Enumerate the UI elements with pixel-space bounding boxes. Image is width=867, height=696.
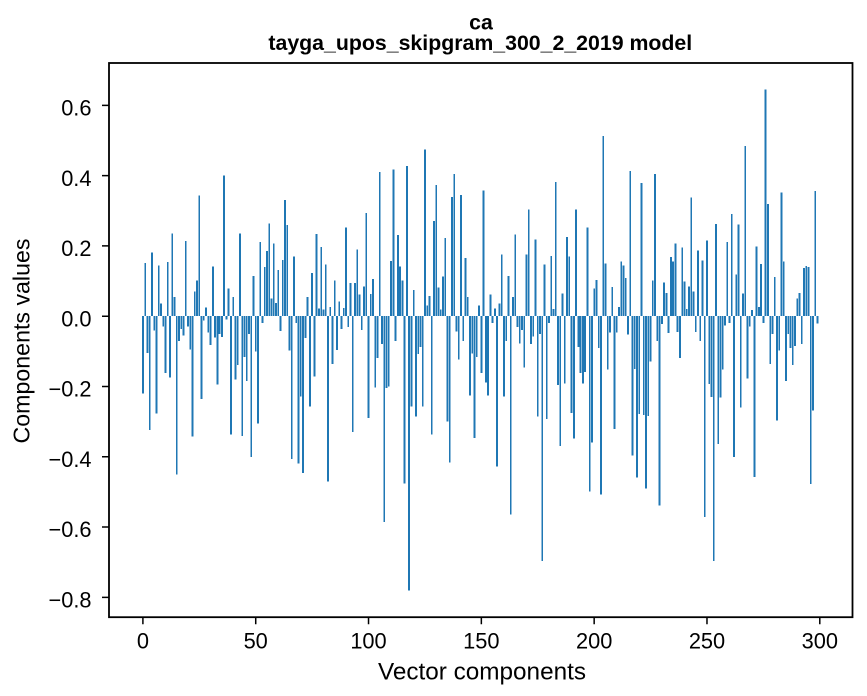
svg-text:0.2: 0.2 bbox=[61, 236, 91, 261]
svg-text:0.0: 0.0 bbox=[61, 306, 91, 331]
svg-text:Vector components: Vector components bbox=[378, 659, 586, 686]
svg-text:−0.2: −0.2 bbox=[48, 377, 91, 402]
svg-text:300: 300 bbox=[802, 629, 838, 654]
svg-text:200: 200 bbox=[576, 629, 612, 654]
svg-text:0: 0 bbox=[137, 629, 149, 654]
svg-text:50: 50 bbox=[244, 629, 268, 654]
svg-text:ca: ca bbox=[469, 11, 493, 35]
svg-text:150: 150 bbox=[463, 629, 499, 654]
svg-text:tayga_upos_skipgram_300_2_2019: tayga_upos_skipgram_300_2_2019 model bbox=[268, 31, 692, 55]
svg-text:−0.4: −0.4 bbox=[48, 447, 91, 472]
svg-text:250: 250 bbox=[689, 629, 725, 654]
svg-text:−0.6: −0.6 bbox=[48, 517, 91, 542]
svg-text:−0.8: −0.8 bbox=[48, 588, 91, 613]
svg-text:0.4: 0.4 bbox=[61, 166, 91, 191]
svg-text:Components values: Components values bbox=[8, 239, 34, 444]
svg-text:100: 100 bbox=[350, 629, 386, 654]
svg-text:0.6: 0.6 bbox=[61, 96, 91, 121]
